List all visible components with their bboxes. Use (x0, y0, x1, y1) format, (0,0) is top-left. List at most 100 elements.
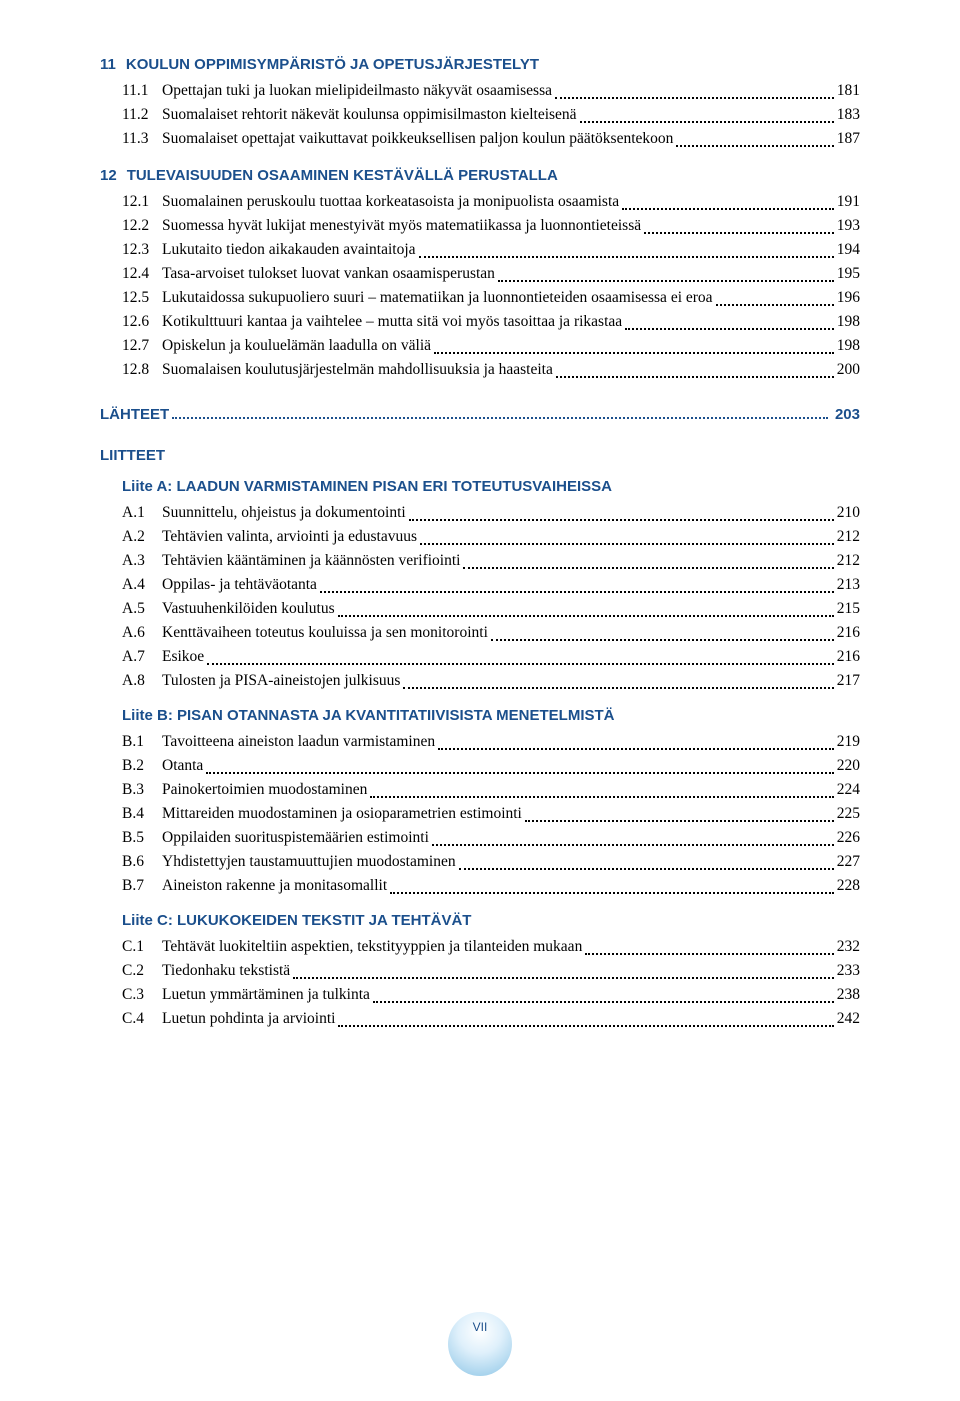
toc-entry: C.3 Luetun ymmärtäminen ja tulkinta 238 (122, 983, 860, 1007)
toc-entry: A.5 Vastuuhenkilöiden koulutus 215 (122, 597, 860, 621)
toc-entry-number: A.6 (122, 621, 162, 645)
toc-entry-page: 198 (837, 334, 860, 358)
toc-entry-label: Tasa-arvoiset tulokset luovat vankan osa… (162, 262, 495, 286)
appendix-heading-text: Liite B: PISAN OTANNASTA JA KVANTITATIIV… (122, 707, 615, 724)
toc-leader-dots (438, 748, 834, 750)
toc-leader-dots (556, 376, 834, 378)
toc-entry-page: 228 (837, 874, 860, 898)
appendix-heading-text: Liite A: LAADUN VARMISTAMINEN PISAN ERI … (122, 478, 612, 495)
toc-entry-page: 232 (837, 935, 860, 959)
toc-entry: 12.6 Kotikulttuuri kantaa ja vaihtelee –… (122, 310, 860, 334)
toc-entry: B.3 Painokertoimien muodostaminen 224 (122, 778, 860, 802)
toc-entry-number: B.1 (122, 730, 162, 754)
toc-entry-page: 216 (837, 645, 860, 669)
toc-entry-page: 183 (837, 103, 860, 127)
toc-entry-page: 200 (837, 358, 860, 382)
toc-entry-label: Tehtävien kääntäminen ja käännösten veri… (162, 549, 460, 573)
toc-entry-label: Suomalaiset rehtorit näkevät koulunsa op… (162, 103, 577, 127)
toc-leader-dots (555, 97, 834, 99)
toc-entry-page: 227 (837, 850, 860, 874)
page-number-circle: VII (448, 1312, 512, 1376)
toc-entry-page: 217 (837, 669, 860, 693)
toc-entry-page: 210 (837, 501, 860, 525)
toc-entry: 12.5 Lukutaidossa sukupuoliero suuri – m… (122, 286, 860, 310)
appendix-heading: Liite B: PISAN OTANNASTA JA KVANTITATIIV… (122, 707, 860, 724)
toc-entry-number: 12.8 (122, 358, 162, 382)
toc-entry-page: 233 (837, 959, 860, 983)
toc-entry-number: 12.2 (122, 214, 162, 238)
toc-entry-number: 12.6 (122, 310, 162, 334)
toc-entry: A.2 Tehtävien valinta, arviointi ja edus… (122, 525, 860, 549)
toc-entry-number: A.3 (122, 549, 162, 573)
toc-leader-dots (434, 352, 834, 354)
toc-leader-dots (622, 208, 834, 210)
toc-entry: B.5 Oppilaiden suorituspistemäärien esti… (122, 826, 860, 850)
toc-entry: B.7 Aineiston rakenne ja monitasomallit … (122, 874, 860, 898)
toc-entry: 12.3 Lukutaito tiedon aikakauden avainta… (122, 238, 860, 262)
toc-entry: 12.1 Suomalainen peruskoulu tuottaa kork… (122, 190, 860, 214)
toc-entry-page: 238 (837, 983, 860, 1007)
toc-entry-page: 194 (837, 238, 860, 262)
appendix-heading: Liite C: LUKUKOKEIDEN TEKSTIT JA TEHTÄVÄ… (122, 912, 860, 929)
toc-leader-dots (419, 256, 834, 258)
toc-entry-label: Kenttävaiheen toteutus kouluissa ja sen … (162, 621, 488, 645)
toc-entry: 11.3 Suomalaiset opettajat vaikuttavat p… (122, 127, 860, 151)
toc-entry-number: A.8 (122, 669, 162, 693)
toc-entry-label: Yhdistettyjen taustamuuttujien muodostam… (162, 850, 456, 874)
toc-entry-page: 216 (837, 621, 860, 645)
toc-entry-page: 226 (837, 826, 860, 850)
toc-leader-dots (420, 543, 834, 545)
toc-entry-page: 191 (837, 190, 860, 214)
toc-entry-number: 12.1 (122, 190, 162, 214)
appendix-heading-text: Liite C: LUKUKOKEIDEN TEKSTIT JA TEHTÄVÄ… (122, 912, 471, 929)
toc-entry-label: Tulosten ja PISA-aineistojen julkisuus (162, 669, 400, 693)
toc-leader-dots (580, 121, 834, 123)
toc-entry: C.2 Tiedonhaku tekstistä 233 (122, 959, 860, 983)
toc-entry-number: C.2 (122, 959, 162, 983)
toc-entry: A.1 Suunnittelu, ohjeistus ja dokumentoi… (122, 501, 860, 525)
toc-leader-dots (625, 328, 834, 330)
toc-entry-number: A.4 (122, 573, 162, 597)
page-number: VII (473, 1320, 488, 1334)
toc-entry: 12.8 Suomalaisen koulutusjärjestelmän ma… (122, 358, 860, 382)
references-page: 203 (831, 406, 860, 423)
toc-entry-label: Suomalainen peruskoulu tuottaa korkeatas… (162, 190, 619, 214)
toc-entry-label: Esikoe (162, 645, 204, 669)
toc-leader-dots (320, 591, 834, 593)
section-heading: 11 KOULUN OPPIMISYMPÄRISTÖ JA OPETUSJÄRJ… (100, 56, 860, 73)
toc-entry-label: Tehtävien valinta, arviointi ja edustavu… (162, 525, 417, 549)
references-heading: LÄHTEET 203 (100, 406, 860, 423)
toc-entry-label: Kotikulttuuri kantaa ja vaihtelee – mutt… (162, 310, 622, 334)
toc-entry: 12.4 Tasa-arvoiset tulokset luovat vanka… (122, 262, 860, 286)
toc-entry-number: B.6 (122, 850, 162, 874)
toc-leader-dots (206, 772, 833, 774)
toc-entry-page: 212 (837, 549, 860, 573)
toc-entry-page: 212 (837, 525, 860, 549)
toc-leader-dots (338, 1025, 833, 1027)
toc-entry-label: Aineiston rakenne ja monitasomallit (162, 874, 387, 898)
toc-leader-dots (644, 232, 834, 234)
toc-entry-number: C.1 (122, 935, 162, 959)
toc-entry: A.4 Oppilas- ja tehtäväotanta 213 (122, 573, 860, 597)
toc-entry-number: 11.1 (122, 79, 162, 103)
toc-leader-dots (716, 304, 834, 306)
toc-leader-dots (498, 280, 834, 282)
toc-leader-dots (403, 687, 833, 689)
toc-entry-number: A.7 (122, 645, 162, 669)
appendices-heading: LIITTEET (100, 447, 860, 464)
toc-entry-label: Suomalaiset opettajat vaikuttavat poikke… (162, 127, 673, 151)
toc-leader-dots (491, 639, 834, 641)
toc-entry-page: 187 (837, 127, 860, 151)
toc-entry-number: 12.4 (122, 262, 162, 286)
toc-leader-dots (172, 417, 828, 419)
toc-entry: B.4 Mittareiden muodostaminen ja osiopar… (122, 802, 860, 826)
toc-entry-page: 220 (837, 754, 860, 778)
toc-entry: 11.2 Suomalaiset rehtorit näkevät koulun… (122, 103, 860, 127)
toc-leader-dots (525, 820, 834, 822)
toc-leader-dots (370, 796, 833, 798)
toc-entry-label: Lukutaidossa sukupuoliero suuri – matema… (162, 286, 713, 310)
toc-entry: C.4 Luetun pohdinta ja arviointi 242 (122, 1007, 860, 1031)
toc-entry-number: 12.7 (122, 334, 162, 358)
toc-leader-dots (373, 1001, 834, 1003)
toc-entry-number: B.3 (122, 778, 162, 802)
